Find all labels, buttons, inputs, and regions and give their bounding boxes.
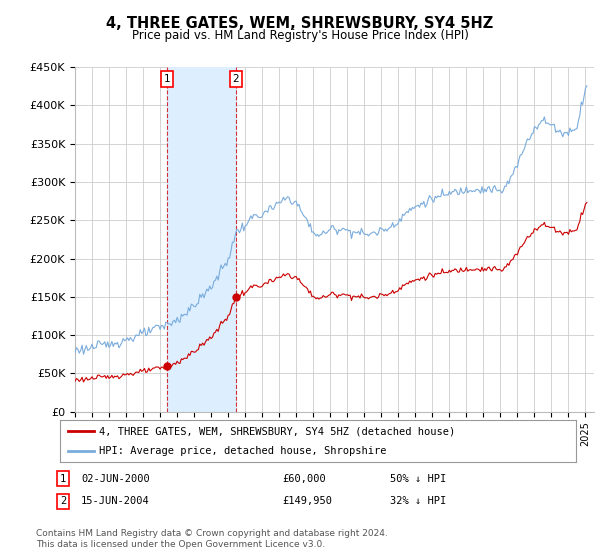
Text: 4, THREE GATES, WEM, SHREWSBURY, SY4 5HZ (detached house): 4, THREE GATES, WEM, SHREWSBURY, SY4 5HZ… <box>98 426 455 436</box>
Text: Contains HM Land Registry data © Crown copyright and database right 2024.
This d: Contains HM Land Registry data © Crown c… <box>36 529 388 549</box>
Text: Price paid vs. HM Land Registry's House Price Index (HPI): Price paid vs. HM Land Registry's House … <box>131 29 469 42</box>
Text: 1: 1 <box>60 474 66 484</box>
Text: 4, THREE GATES, WEM, SHREWSBURY, SY4 5HZ: 4, THREE GATES, WEM, SHREWSBURY, SY4 5HZ <box>106 16 494 31</box>
Text: 15-JUN-2004: 15-JUN-2004 <box>81 496 150 506</box>
Text: £149,950: £149,950 <box>282 496 332 506</box>
Text: 2: 2 <box>60 496 66 506</box>
Bar <box>167 67 236 412</box>
Text: 50% ↓ HPI: 50% ↓ HPI <box>390 474 446 484</box>
Text: 02-JUN-2000: 02-JUN-2000 <box>81 474 150 484</box>
Text: £60,000: £60,000 <box>282 474 326 484</box>
Text: HPI: Average price, detached house, Shropshire: HPI: Average price, detached house, Shro… <box>98 446 386 456</box>
Text: 32% ↓ HPI: 32% ↓ HPI <box>390 496 446 506</box>
Text: 2: 2 <box>232 74 239 84</box>
Text: 1: 1 <box>164 74 170 84</box>
